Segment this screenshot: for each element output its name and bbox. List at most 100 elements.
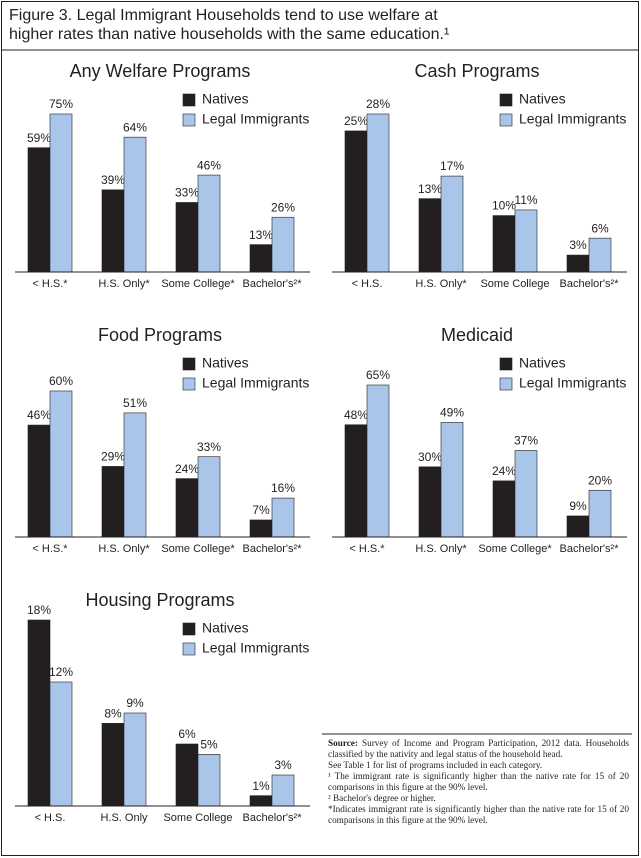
- bar: [197, 174, 221, 273]
- bar: [101, 466, 125, 538]
- x-tick-label: H.S. Only*: [415, 543, 467, 555]
- legend-label: Legal Immigrants: [519, 111, 626, 127]
- note-line: See Table 1 for list of programs include…: [328, 760, 543, 770]
- value-label: 51%: [123, 396, 147, 410]
- legend-swatch: [499, 113, 513, 127]
- bar: [249, 244, 273, 273]
- note-line: *Indicates immigrant rate is significant…: [328, 804, 629, 825]
- value-label: 33%: [197, 440, 221, 454]
- legend-swatch: [499, 377, 513, 391]
- chart-title: Medicaid: [441, 325, 513, 345]
- value-label: 6%: [591, 221, 609, 235]
- x-tick-label: H.S. Only*: [415, 278, 467, 290]
- value-label: 29%: [101, 450, 125, 464]
- value-label: 7%: [252, 503, 270, 517]
- x-tick-label: H.S. Only: [100, 812, 148, 824]
- bar: [588, 489, 612, 538]
- x-tick-label: Bachelor's²*: [242, 278, 302, 290]
- value-label: 9%: [569, 499, 587, 513]
- value-label: 18%: [27, 603, 51, 617]
- bar: [514, 450, 538, 538]
- x-tick-label: H.S. Only*: [98, 278, 150, 290]
- figure-title: Figure 3. Legal Immigrant Households ten…: [9, 7, 450, 43]
- source-text: Survey of Income and Program Participati…: [328, 738, 630, 759]
- bar: [197, 754, 221, 807]
- x-tick-label: Bachelor's²*: [559, 543, 619, 555]
- value-label: 5%: [200, 738, 218, 752]
- value-label: 13%: [249, 228, 273, 242]
- bar: [271, 497, 295, 538]
- x-tick-label: Some College: [480, 278, 550, 290]
- bar: [27, 619, 51, 807]
- bar: [440, 422, 464, 538]
- value-label: 10%: [492, 199, 516, 213]
- bar: [27, 147, 51, 273]
- bar: [418, 466, 442, 538]
- bar: [175, 743, 199, 807]
- value-label: 9%: [126, 696, 144, 710]
- x-tick-label: < H.S.*: [32, 278, 68, 290]
- x-tick-label: < H.S.: [351, 278, 383, 290]
- value-label: 49%: [440, 406, 464, 420]
- legend-label: Legal Immigrants: [202, 111, 309, 127]
- bar: [514, 209, 538, 273]
- bar: [197, 456, 221, 538]
- value-label: 6%: [178, 727, 196, 741]
- bar: [27, 424, 51, 538]
- bar: [366, 384, 390, 538]
- chart-title: Any Welfare Programs: [70, 61, 251, 81]
- source-note: Source: Survey of Income and Program Par…: [328, 738, 629, 760]
- legend-label: Legal Immigrants: [519, 375, 626, 391]
- bar: [49, 113, 73, 273]
- legend-label: Legal Immigrants: [202, 640, 309, 656]
- chart-title: Housing Programs: [85, 590, 234, 610]
- value-label: 3%: [274, 758, 292, 772]
- legend-swatch: [182, 642, 196, 656]
- legend-label: Legal Immigrants: [202, 375, 309, 391]
- value-label: 1%: [252, 779, 270, 793]
- bar: [588, 237, 612, 273]
- value-label: 37%: [514, 434, 538, 448]
- value-label: 11%: [514, 193, 537, 207]
- x-tick-label: < H.S.: [34, 812, 66, 824]
- value-label: 12%: [49, 665, 73, 679]
- bar: [492, 480, 516, 538]
- source-label: Source:: [328, 738, 358, 748]
- legend-label: Natives: [202, 91, 249, 107]
- x-tick-label: Some College*: [161, 543, 235, 555]
- legend-label: Natives: [519, 355, 566, 371]
- legend-swatch: [182, 93, 196, 107]
- x-tick-label: Some College: [163, 812, 233, 824]
- notes: Source: Survey of Income and Program Par…: [328, 738, 629, 826]
- note-line: ¹ The immigrant rate is significantly hi…: [328, 771, 629, 792]
- x-tick-label: < H.S.*: [349, 543, 385, 555]
- bar: [271, 774, 295, 807]
- bar: [566, 515, 590, 538]
- value-label: 33%: [175, 186, 199, 200]
- legend-label: Natives: [202, 620, 249, 636]
- value-label: 13%: [418, 182, 442, 196]
- bar: [566, 254, 590, 273]
- x-tick-label: Some College*: [161, 278, 235, 290]
- value-label: 46%: [27, 408, 51, 422]
- legend-swatch: [182, 377, 196, 391]
- bar: [271, 216, 295, 273]
- value-label: 46%: [197, 158, 221, 172]
- legend-label: Natives: [519, 91, 566, 107]
- x-tick-label: H.S. Only*: [98, 543, 150, 555]
- bar: [440, 175, 464, 273]
- bar: [123, 412, 147, 538]
- value-label: 24%: [492, 464, 516, 478]
- value-label: 30%: [418, 450, 442, 464]
- value-label: 26%: [271, 200, 295, 214]
- x-tick-label: Bachelor's²*: [242, 543, 302, 555]
- value-label: 65%: [366, 368, 390, 382]
- value-label: 59%: [27, 131, 51, 145]
- legend-label: Natives: [202, 355, 249, 371]
- value-label: 48%: [344, 408, 368, 422]
- bar: [123, 712, 147, 807]
- bar: [101, 189, 125, 273]
- legend-swatch: [182, 357, 196, 371]
